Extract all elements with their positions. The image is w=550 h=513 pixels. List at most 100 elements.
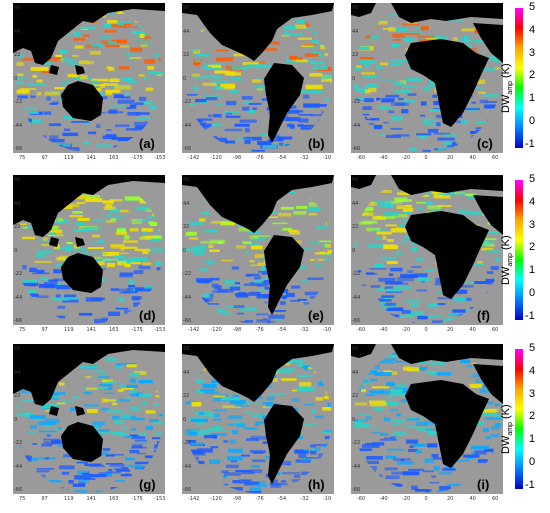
data-patch [163, 152, 165, 153]
data-patch [92, 219, 105, 222]
data-patch [43, 56, 62, 62]
data-patch [129, 57, 142, 59]
data-patch [260, 281, 276, 286]
data-patch [196, 278, 213, 283]
data-patch [248, 291, 261, 296]
data-patch [158, 121, 163, 125]
data-patch [285, 143, 291, 149]
data-patch [84, 198, 103, 203]
data-patch [256, 319, 271, 323]
data-patch [202, 82, 217, 86]
x-tick-label: 119 [64, 155, 74, 161]
y-tick-label: 22 [14, 393, 21, 399]
data-patch [92, 234, 100, 238]
data-patch [197, 119, 203, 123]
data-patch [46, 225, 59, 230]
data-patch [485, 278, 495, 283]
x-tick-label: -60 [357, 327, 366, 333]
y-tick-label: 22 [352, 224, 359, 230]
data-patch [160, 422, 163, 425]
data-patch [192, 73, 200, 77]
data-patch [194, 250, 206, 253]
data-patch [144, 121, 162, 126]
data-patch [366, 394, 375, 396]
data-patch [129, 434, 139, 438]
data-patch [163, 244, 165, 247]
data-patch [195, 420, 205, 425]
data-patch [267, 139, 284, 142]
data-patch [88, 84, 104, 87]
data-patch [442, 468, 456, 471]
data-patch [355, 423, 370, 428]
data-patch [331, 258, 332, 263]
colorbar-tick-label: 2 [529, 241, 536, 254]
data-patch [359, 17, 372, 20]
data-patch [388, 27, 396, 32]
y-tick-label: -66 [183, 146, 192, 152]
data-patch [92, 421, 105, 425]
data-patch [280, 460, 292, 466]
data-patch [84, 463, 102, 466]
data-patch [256, 294, 271, 299]
data-patch [224, 140, 235, 144]
y-tick-label: -66 [352, 487, 361, 493]
data-patch [201, 312, 213, 316]
data-patch [291, 285, 301, 289]
data-patch [260, 132, 275, 135]
data-patch [228, 448, 243, 453]
colorbar-tick-label: 3 [529, 387, 536, 400]
data-patch [216, 103, 223, 106]
data-patch [353, 113, 370, 116]
x-tick-label: 20 [447, 496, 454, 502]
data-patch [272, 222, 288, 225]
data-patch [142, 262, 152, 266]
y-tick-label: 22 [14, 52, 21, 58]
data-patch [385, 475, 400, 479]
data-patch [218, 321, 236, 324]
data-patch [43, 111, 52, 115]
data-patch [230, 460, 237, 463]
data-patch [287, 360, 303, 363]
data-patch [36, 79, 43, 83]
data-patch [360, 317, 378, 321]
data-patch [144, 59, 156, 64]
data-patch [120, 474, 132, 477]
data-patch [207, 149, 220, 152]
data-patch [152, 437, 163, 440]
y-tick-label: 66 [352, 5, 359, 11]
data-patch [191, 122, 207, 126]
data-patch [333, 381, 334, 383]
data-patch [216, 57, 233, 62]
data-patch [354, 479, 360, 483]
x-tick-label: -153 [154, 155, 166, 161]
data-patch [204, 316, 216, 321]
land-mass [61, 422, 103, 462]
data-patch [332, 266, 334, 270]
data-patch [395, 151, 411, 152]
data-patch [471, 445, 489, 450]
data-patch [23, 315, 40, 319]
data-patch [386, 354, 403, 358]
data-patch [66, 242, 73, 245]
data-patch [56, 285, 71, 290]
data-patch [15, 403, 19, 407]
data-patch [135, 466, 153, 470]
data-patch [71, 77, 77, 79]
data-patch [258, 61, 266, 64]
data-patch [327, 249, 332, 254]
map-panel-africa: (f) [351, 175, 503, 325]
data-patch [258, 288, 276, 291]
data-patch [130, 393, 141, 397]
data-patch [426, 269, 434, 272]
data-patch [129, 372, 141, 377]
data-patch [357, 200, 371, 205]
data-patch [38, 474, 46, 479]
data-patch [215, 49, 229, 52]
y-tick-label: 66 [183, 177, 190, 183]
data-patch [363, 136, 376, 141]
data-patch [102, 448, 111, 451]
data-patch [474, 450, 487, 455]
data-patch [404, 426, 420, 428]
data-patch [446, 145, 455, 149]
data-patch [402, 89, 409, 93]
